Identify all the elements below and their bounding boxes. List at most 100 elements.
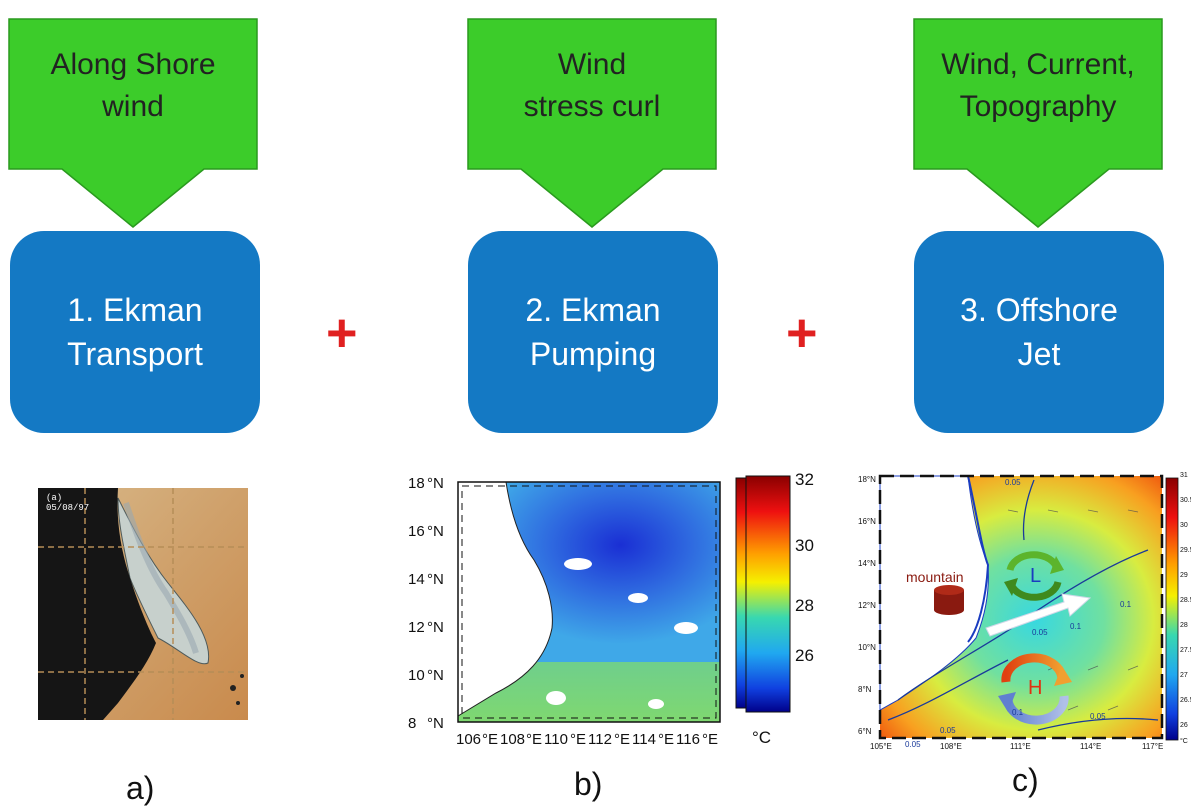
y-tick-label: 10 — [408, 667, 425, 684]
x-tick-label: 114°E — [1080, 742, 1101, 751]
driver-label-line-2: Topography — [959, 90, 1117, 123]
process-label-line-2: Pumping — [529, 336, 657, 372]
x-tick-label: 111°E — [1010, 742, 1031, 751]
colorbar-tick: 27 — [1180, 672, 1188, 679]
driver-label-line-1: Wind, Current, — [941, 48, 1135, 81]
x-tick-label: 110 — [544, 731, 568, 748]
colorbar-tick: 31 — [1180, 472, 1188, 479]
x-tick-label: 108°E — [940, 742, 962, 751]
process-label-line-1: 2. Ekman — [525, 292, 661, 328]
colorbar-tick: 29 — [1180, 572, 1188, 579]
y-tick-label: 18°N — [858, 475, 876, 484]
panel-b-colorbar-group — [745, 474, 815, 754]
colorbar-unit: °C — [752, 728, 772, 747]
satellite-sst-image: (a) 05/08/97 — [38, 488, 248, 720]
y-unit: °N — [427, 667, 444, 684]
colorbar-tick: 26.5 — [1180, 697, 1191, 704]
colorbar-tick: 29.5 — [1180, 547, 1191, 554]
driver-arrow-shape — [8, 18, 258, 228]
contour-label: 0.05 — [905, 740, 921, 749]
contour-label: 0.05 — [1005, 478, 1021, 487]
offshore-jet-arrow-icon — [985, 593, 1092, 637]
process-ekman-transport: 1. Ekman Transport — [10, 231, 260, 433]
contour-label: 0.1 — [1012, 708, 1024, 717]
panel-b-x-units: °E °E °E °E °E °E — [482, 731, 718, 748]
plus-sign-2: + — [786, 303, 818, 363]
x-tick-label: 106 — [456, 731, 481, 748]
plus-sign-1: + — [326, 303, 358, 363]
y-tick-label: 14°N — [858, 559, 876, 568]
process-label-line-2: Jet — [1017, 336, 1061, 372]
colorbar-tick: 28 — [1180, 622, 1188, 629]
colorbar-unit: °C — [1180, 738, 1188, 745]
y-tick-label: 18 — [408, 475, 425, 492]
y-tick-label: 16°N — [858, 517, 876, 526]
process-label-line-2: Transport — [67, 336, 203, 372]
x-tick-label: 114 — [632, 731, 656, 748]
y-tick-label: 8 — [408, 715, 416, 732]
colorbar-tick: 26 — [1180, 722, 1188, 729]
driver-label-line-1: Wind — [557, 48, 627, 81]
colorbar-tick: 30.5 — [1180, 497, 1191, 504]
contour-label: 0.1 — [1120, 600, 1132, 609]
panel-b-sst-map: 18 16 14 12 10 8 °N °N °N °N °N °N 106 1… — [406, 468, 807, 748]
x-tick-label: 117°E — [1142, 742, 1163, 751]
driver-arrow-shape — [913, 18, 1163, 228]
y-tick-label: 12 — [408, 619, 425, 636]
colorbar-svg — [745, 475, 791, 713]
x-unit: °E — [702, 731, 718, 748]
x-unit: °E — [570, 731, 586, 748]
x-tick-label: 112 — [588, 731, 612, 748]
driver-wind-stress-curl: Wind stress curl — [467, 18, 717, 228]
caption-a: a) — [126, 770, 155, 806]
low-label: L — [1030, 565, 1041, 587]
x-tick-label: 116 — [676, 731, 700, 748]
y-unit: °N — [427, 619, 444, 636]
panel-b-y-ticks: 18 16 14 12 10 8 — [408, 475, 425, 732]
y-tick-label: 16 — [408, 523, 425, 540]
contour-label: 0.05 — [1032, 628, 1048, 637]
caption-c: c) — [1012, 762, 1039, 798]
contour-label: 0.1 — [1070, 622, 1082, 631]
process-label-line-1: 3. Offshore — [960, 292, 1118, 328]
x-tick-label: 105°E — [870, 742, 892, 751]
panel-b-y-units: °N °N °N °N °N °N — [427, 475, 444, 732]
x-unit: °E — [658, 731, 674, 748]
y-tick-label: 8°N — [858, 685, 872, 694]
y-unit: °N — [427, 523, 444, 540]
colorbar-tick: 28 — [795, 596, 814, 615]
driver-label-line-2: stress curl — [523, 90, 661, 123]
process-offshore-jet: 3. Offshore Jet — [914, 231, 1164, 433]
high-label: H — [1028, 677, 1042, 699]
mountain-icon — [934, 585, 964, 615]
panel-a-label: (a) — [46, 493, 62, 503]
colorbar-tick: 27.5 — [1180, 647, 1191, 654]
y-unit: °N — [427, 571, 444, 588]
colorbar-tick: 32 — [795, 470, 814, 489]
colorbar-tick: 28.5 — [1180, 597, 1191, 604]
x-unit: °E — [526, 731, 542, 748]
y-unit: °N — [427, 475, 444, 492]
colorbar-tick: 26 — [795, 646, 814, 665]
sst-map-svg: 18 16 14 12 10 8 °N °N °N °N °N °N 106 1… — [408, 475, 807, 748]
panel-c-model-map: L H mountain 18°N 16°N 14°N 12°N 10°N 8°… — [858, 470, 1188, 752]
panel-c-colorbar — [1165, 477, 1179, 741]
process-ekman-pumping: 2. Ekman Pumping — [468, 231, 718, 433]
x-tick-label: 108 — [500, 731, 525, 748]
process-label-line-1: 1. Ekman — [67, 292, 203, 328]
panel-a-satellite-image: (a) 05/08/97 — [38, 488, 248, 720]
driver-wind-current-topography: Wind, Current, Topography — [913, 18, 1163, 228]
y-tick-label: 6°N — [858, 727, 872, 736]
colorbar-tick: 30 — [795, 536, 814, 555]
y-tick-label: 12°N — [858, 601, 876, 610]
panel-a-date: 05/08/97 — [46, 503, 89, 513]
y-unit: °N — [427, 715, 444, 732]
colorbar-tick: 30 — [1180, 522, 1188, 529]
driver-along-shore-wind: Along Shore wind — [8, 18, 258, 228]
anticyclone-high-icon — [998, 653, 1072, 725]
caption-b: b) — [574, 766, 603, 802]
y-tick-label: 14 — [408, 571, 425, 588]
colorbar-gradient — [745, 475, 791, 713]
x-unit: °E — [482, 731, 498, 748]
driver-label-line-1: Along Shore — [50, 48, 216, 81]
